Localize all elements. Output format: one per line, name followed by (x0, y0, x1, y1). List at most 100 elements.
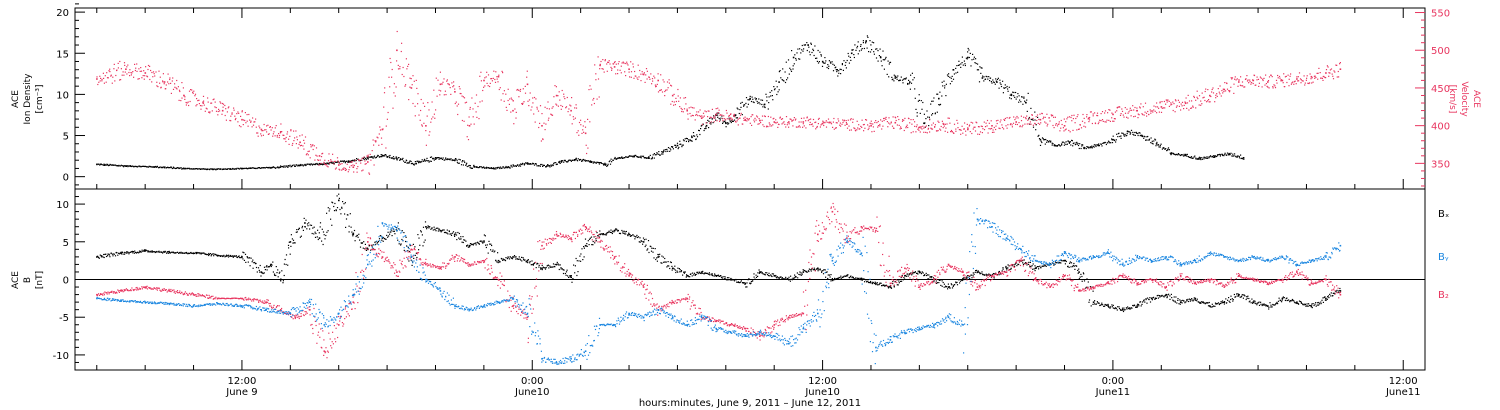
field-bx-point-1000 (817, 270, 819, 272)
velocity-point-318 (324, 159, 326, 161)
velocity-point-1456 (1143, 114, 1145, 116)
density-point-593 (519, 165, 522, 167)
velocity-point-995 (815, 121, 817, 123)
velocity-point-73 (149, 65, 151, 67)
velocity-point-277 (295, 130, 297, 132)
field-bx-point-831 (694, 273, 697, 276)
field-bx-point-354 (348, 231, 350, 233)
density-point-1441 (1133, 134, 1135, 136)
field-bx-point-96 (164, 250, 166, 252)
velocity-point-1592 (1240, 85, 1242, 87)
density-point-362 (353, 160, 355, 162)
field-bx-point-268 (287, 264, 289, 266)
field-bx-point-1082 (876, 284, 879, 286)
field-bx-point-1063 (863, 278, 866, 280)
field-bx-point-899 (744, 283, 746, 285)
velocity-point-1140 (918, 129, 920, 131)
velocity-point-1064 (864, 127, 866, 129)
velocity-point-382 (370, 159, 372, 161)
field-bx-point-654 (566, 269, 568, 271)
field-bx-point-780 (658, 254, 660, 256)
field-bx-point-386 (372, 247, 374, 250)
velocity-point-13 (106, 72, 108, 74)
density-point-1208 (964, 63, 966, 65)
field-bx-point-1223 (979, 273, 981, 275)
velocity-point-1025 (836, 122, 838, 124)
velocity-point-1482 (1161, 107, 1163, 109)
velocity-point-1708 (1325, 77, 1327, 79)
velocity-point-1565 (1221, 90, 1223, 92)
velocity-point-1325 (1050, 114, 1052, 116)
velocity-point-1601 (1247, 79, 1249, 81)
velocity-point-1051 (855, 130, 857, 132)
field-bx-point-412 (391, 229, 393, 231)
density-point-392 (374, 157, 376, 159)
velocity-point-341 (341, 169, 343, 171)
density-point-86 (158, 167, 160, 169)
density-point-804 (672, 146, 674, 148)
density-point-463 (426, 157, 428, 159)
velocity-point-979 (803, 125, 805, 127)
density-point-1116 (897, 75, 899, 77)
velocity-point-1207 (966, 123, 968, 125)
velocity-point-477 (439, 71, 441, 73)
velocity-point-478 (440, 90, 442, 92)
velocity-point-24 (113, 63, 115, 65)
density-point-951 (777, 91, 779, 93)
density-point-769 (646, 157, 648, 159)
field-bx-point-690 (592, 240, 594, 243)
velocity-point-811 (681, 108, 683, 111)
velocity-point-39 (124, 64, 126, 66)
field-bx-point-17 (108, 254, 111, 256)
field-bx-point-1013 (827, 277, 829, 280)
velocity-point-266 (286, 131, 289, 133)
velocity-point-425 (401, 73, 403, 76)
field-bx-point-619 (541, 264, 543, 266)
field-bx-point-1229 (983, 274, 985, 276)
velocity-point-417 (396, 60, 398, 62)
field-bx-point-1018 (830, 280, 832, 282)
field-bx-point-429 (403, 232, 405, 234)
density-point-1104 (888, 63, 890, 65)
field-bx-point-1074 (871, 283, 873, 285)
velocity-point-674 (582, 125, 584, 127)
velocity-point-1667 (1295, 83, 1297, 85)
velocity-point-105 (171, 80, 173, 82)
density-point-181 (224, 168, 226, 170)
density-point-917 (752, 101, 754, 103)
velocity-point-1682 (1306, 77, 1308, 79)
field-bx-point-293 (304, 226, 306, 228)
field-bx-point-41 (126, 252, 128, 254)
density-point-361 (352, 159, 354, 161)
velocity-point-494 (452, 86, 454, 88)
velocity-point-1629 (1267, 80, 1270, 82)
velocity-point-1458 (1144, 102, 1147, 104)
velocity-point-552 (494, 78, 496, 81)
velocity-point-971 (798, 121, 800, 123)
density-point-1271 (1009, 94, 1011, 96)
density-datum-22 (575, 158, 577, 161)
density-point-1031 (835, 69, 837, 71)
field-bx-point-1403 (1109, 306, 1112, 308)
field-bx-point-297 (307, 225, 309, 227)
field-bx-point-476 (437, 230, 439, 232)
velocity-point-1154 (929, 131, 931, 133)
density-point-1190 (951, 80, 953, 82)
density-point-1178 (942, 85, 944, 87)
field-bx-point-954 (784, 278, 786, 280)
velocity-point-1391 (1097, 115, 1099, 117)
density-point-154 (205, 168, 207, 170)
density-datum-43 (865, 40, 867, 42)
velocity-point-653 (567, 111, 569, 113)
velocity-datum-27 (555, 94, 558, 97)
field-bx-point-1010 (825, 276, 827, 278)
velocity-point-1307 (1037, 122, 1039, 124)
velocity-point-706 (606, 63, 608, 65)
velocity-point-537 (483, 86, 485, 88)
field-bx-point-283 (297, 228, 300, 231)
velocity-point-431 (406, 68, 408, 70)
velocity-point-7 (101, 78, 103, 80)
velocity-point-815 (684, 97, 687, 99)
field-bx-point-246 (271, 264, 273, 266)
field-bx-point-979 (802, 269, 804, 271)
